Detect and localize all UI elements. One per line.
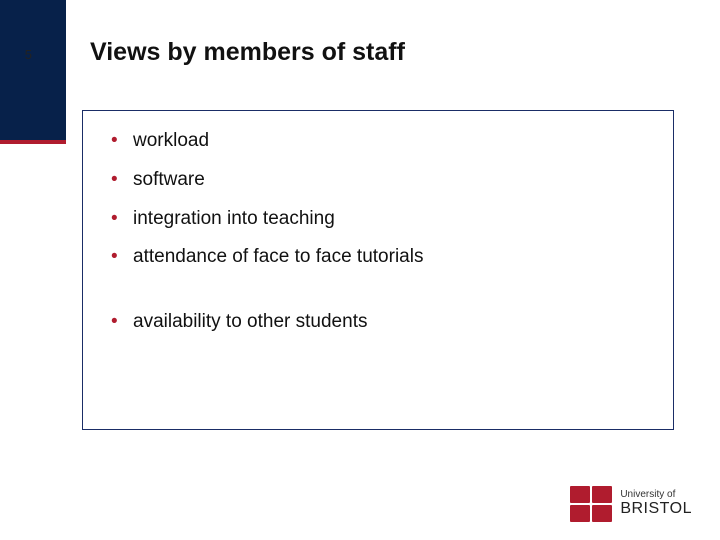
list-gap [111, 284, 649, 310]
bullet-list-primary: workload software integration into teachin… [111, 129, 649, 269]
sidebar-block [0, 0, 66, 140]
bullet-item: software [111, 168, 649, 192]
slide: 5 Views by members of staff workload soft… [0, 0, 720, 540]
page-number: 5 [0, 47, 32, 62]
logo-text: University of BRISTOL [620, 490, 692, 517]
university-logo: University of BRISTOL [570, 486, 692, 522]
bullet-item: integration into teaching [111, 207, 649, 231]
content-box: workload software integration into teachin… [82, 110, 674, 430]
bullet-item: workload [111, 129, 649, 153]
slide-title: Views by members of staff [90, 38, 405, 67]
logo-mark-icon [570, 486, 612, 522]
bullet-item: attendance of face to face tutorials [111, 245, 649, 269]
bullet-list-secondary: availability to other students [111, 310, 649, 334]
bullet-item: availability to other students [111, 310, 649, 334]
logo-line2: BRISTOL [620, 501, 692, 518]
accent-rule [0, 140, 66, 144]
